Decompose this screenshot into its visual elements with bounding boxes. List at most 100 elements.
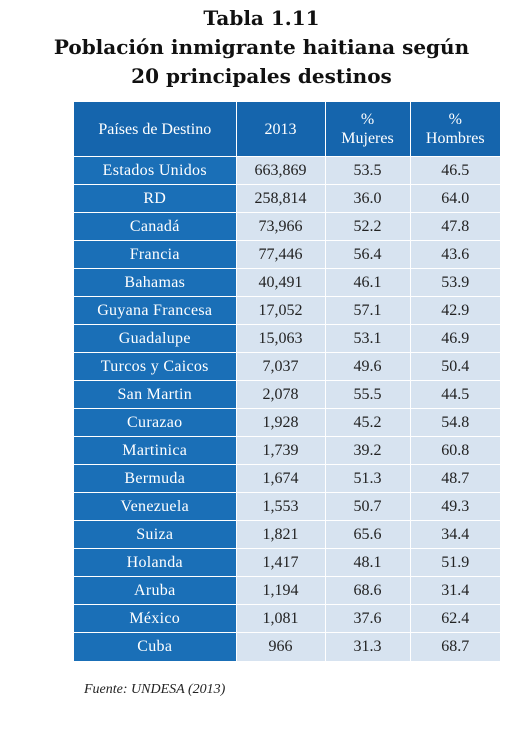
cell-total-2013: 15,063	[236, 324, 326, 353]
cell-country: Curazao	[74, 408, 237, 437]
table-title: Tabla 1.11 Población inmigrante haitiana…	[0, 4, 523, 91]
cell-women-pct: 51.3	[325, 464, 411, 493]
table-row: Guadalupe 15,063 53.1 46.9	[74, 324, 500, 353]
cell-men-pct: 43.6	[410, 240, 500, 269]
cell-men-pct: 47.8	[410, 212, 500, 241]
cell-women-pct: 68.6	[325, 576, 411, 605]
cell-total-2013: 40,491	[236, 268, 326, 297]
table-row: San Martin 2,078 55.5 44.5	[74, 380, 500, 409]
cell-women-pct: 31.3	[325, 632, 411, 661]
cell-men-pct: 64.0	[410, 184, 500, 213]
cell-total-2013: 1,553	[236, 492, 326, 521]
cell-women-pct: 36.0	[325, 184, 411, 213]
cell-men-pct: 51.9	[410, 548, 500, 577]
cell-men-pct: 68.7	[410, 632, 500, 661]
cell-country: Aruba	[74, 576, 237, 605]
cell-men-pct: 50.4	[410, 352, 500, 381]
cell-country: RD	[74, 184, 237, 213]
cell-women-pct: 65.6	[325, 520, 411, 549]
table-row: Guyana Francesa 17,052 57.1 42.9	[74, 296, 500, 325]
cell-country: Turcos y Caicos	[74, 352, 237, 381]
cell-total-2013: 1,739	[236, 436, 326, 465]
cell-women-pct: 55.5	[325, 380, 411, 409]
cell-country: Holanda	[74, 548, 237, 577]
table-row: Holanda 1,417 48.1 51.9	[74, 548, 500, 577]
cell-country: Suiza	[74, 520, 237, 549]
cell-total-2013: 258,814	[236, 184, 326, 213]
cell-men-pct: 46.9	[410, 324, 500, 353]
cell-women-pct: 57.1	[325, 296, 411, 325]
header-country: Países de Destino	[74, 102, 237, 157]
cell-men-pct: 48.7	[410, 464, 500, 493]
cell-total-2013: 1,928	[236, 408, 326, 437]
cell-men-pct: 31.4	[410, 576, 500, 605]
cell-total-2013: 17,052	[236, 296, 326, 325]
cell-women-pct: 49.6	[325, 352, 411, 381]
cell-women-pct: 53.5	[325, 156, 411, 185]
table-row: Francia 77,446 56.4 43.6	[74, 240, 500, 269]
cell-total-2013: 1,417	[236, 548, 326, 577]
cell-total-2013: 1,674	[236, 464, 326, 493]
cell-women-pct: 52.2	[325, 212, 411, 241]
header-year: 2013	[236, 102, 326, 157]
cell-country: Guyana Francesa	[74, 296, 237, 325]
header-men-label: Hombres	[425, 130, 485, 147]
cell-country: Martinica	[74, 436, 237, 465]
cell-men-pct: 44.5	[410, 380, 500, 409]
cell-country: San Martin	[74, 380, 237, 409]
table-row: Aruba 1,194 68.6 31.4	[74, 576, 500, 605]
cell-total-2013: 1,194	[236, 576, 326, 605]
cell-men-pct: 46.5	[410, 156, 500, 185]
cell-women-pct: 53.1	[325, 324, 411, 353]
title-description-line1: Población inmigrante haitiana según	[53, 35, 470, 59]
cell-women-pct: 56.4	[325, 240, 411, 269]
table-row: México 1,081 37.6 62.4	[74, 604, 500, 633]
cell-total-2013: 77,446	[236, 240, 326, 269]
cell-total-2013: 966	[236, 632, 326, 661]
cell-total-2013: 1,821	[236, 520, 326, 549]
cell-country: Bahamas	[74, 268, 237, 297]
cell-men-pct: 34.4	[410, 520, 500, 549]
table-row: Martinica 1,739 39.2 60.8	[74, 436, 500, 465]
cell-men-pct: 54.8	[410, 408, 500, 437]
cell-total-2013: 73,966	[236, 212, 326, 241]
header-women: % Mujeres	[325, 102, 411, 157]
table-row: Turcos y Caicos 7,037 49.6 50.4	[74, 352, 500, 381]
cell-men-pct: 53.9	[410, 268, 500, 297]
cell-country: Francia	[74, 240, 237, 269]
title-table-number: Tabla 1.11	[203, 6, 320, 30]
table-row: Bermuda 1,674 51.3 48.7	[74, 464, 500, 493]
table-row: Estados Unidos 663,869 53.5 46.5	[74, 156, 500, 185]
table-body: Estados Unidos 663,869 53.5 46.5 RD 258,814 36…	[74, 156, 500, 661]
header-women-pct: %	[360, 111, 375, 128]
cell-country: Venezuela	[74, 492, 237, 521]
cell-women-pct: 50.7	[325, 492, 411, 521]
cell-country: Bermuda	[74, 464, 237, 493]
table-row: Canadá 73,966 52.2 47.8	[74, 212, 500, 241]
cell-women-pct: 37.6	[325, 604, 411, 633]
source-note: Fuente: UNDESA (2013)	[84, 682, 226, 697]
table-row: Suiza 1,821 65.6 34.4	[74, 520, 500, 549]
cell-total-2013: 7,037	[236, 352, 326, 381]
cell-women-pct: 45.2	[325, 408, 411, 437]
header-women-label: Mujeres	[341, 130, 394, 147]
table-row: Bahamas 40,491 46.1 53.9	[74, 268, 500, 297]
cell-country: Guadalupe	[74, 324, 237, 353]
cell-women-pct: 48.1	[325, 548, 411, 577]
cell-country: Cuba	[74, 632, 237, 661]
cell-men-pct: 42.9	[410, 296, 500, 325]
table-row: RD 258,814 36.0 64.0	[74, 184, 500, 213]
cell-men-pct: 62.4	[410, 604, 500, 633]
table-row: Venezuela 1,553 50.7 49.3	[74, 492, 500, 521]
cell-country: Canadá	[74, 212, 237, 241]
cell-women-pct: 46.1	[325, 268, 411, 297]
cell-country: Estados Unidos	[74, 156, 237, 185]
cell-men-pct: 60.8	[410, 436, 500, 465]
cell-country: México	[74, 604, 237, 633]
destinations-table: Países de Destino 2013 % Mujeres % Hombr…	[74, 102, 500, 661]
cell-women-pct: 39.2	[325, 436, 411, 465]
header-men: % Hombres	[410, 102, 500, 157]
cell-total-2013: 663,869	[236, 156, 326, 185]
header-men-pct: %	[448, 111, 462, 128]
table-row: Cuba 966 31.3 68.7	[74, 632, 500, 661]
